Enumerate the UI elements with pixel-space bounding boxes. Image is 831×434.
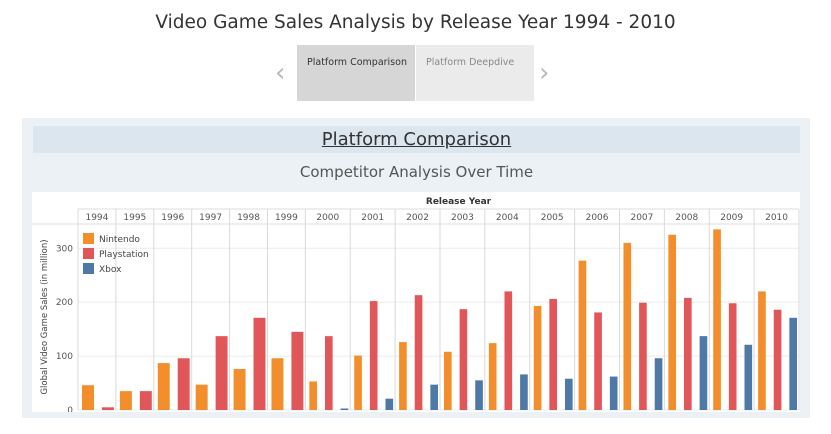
x-tick-label: 2001 [361,213,384,223]
bar-nintendo-2001[interactable] [354,355,362,410]
bar-xbox-2007[interactable] [654,358,663,410]
bar-playstation-2006[interactable] [594,312,602,410]
bar-playstation-2000[interactable] [324,336,333,410]
chevron-left-icon[interactable]: ‹ [275,58,286,88]
bar-nintendo-2003[interactable] [443,351,452,410]
x-tick-label: 2003 [451,213,474,223]
bar-playstation-2009[interactable] [728,303,737,410]
bar-playstation-2007[interactable] [639,302,647,410]
bar-xbox-2008[interactable] [699,336,708,410]
x-tick-label: 2002 [406,213,429,223]
x-tick-label: 1994 [85,213,108,223]
legend-swatch-nintendo [83,233,94,244]
bar-xbox-2003[interactable] [475,380,483,410]
x-tick-label: 1999 [275,213,298,223]
bar-nintendo-1996[interactable] [157,363,170,410]
bar-playstation-2005[interactable] [549,298,558,410]
x-tick-label: 1998 [237,213,260,223]
bar-nintendo-2009[interactable] [713,229,721,410]
x-tick-label: 2010 [765,213,788,223]
bar-nintendo-2000[interactable] [309,381,318,410]
dashboard-title: Video Game Sales Analysis by Release Yea… [155,12,676,33]
x-tick-label: 2006 [586,213,609,223]
bar-playstation-1997[interactable] [215,336,228,410]
bar-playstation-2004[interactable] [504,291,513,410]
x-tick-label: 2000 [316,213,339,223]
y-tick-label: 300 [56,244,73,254]
x-tick-label: 1997 [199,213,222,223]
bar-playstation-2003[interactable] [459,309,468,410]
y-axis-title: Global Video Game Sales (in million) [40,239,50,394]
bar-nintendo-1999[interactable] [271,358,284,410]
legend-swatch-playstation [83,248,94,259]
legend-label-nintendo: Nintendo [99,235,140,245]
bar-playstation-1999[interactable] [291,331,304,410]
bar-xbox-2005[interactable] [564,378,573,410]
bar-xbox-2002[interactable] [430,384,439,410]
tab-platform-deepdive[interactable]: Platform Deepdive [416,45,534,101]
bar-nintendo-1997[interactable] [195,384,208,410]
bar-nintendo-2006[interactable] [578,260,587,410]
tab-platform-comparison[interactable]: Platform Comparison [297,45,415,101]
story-point-title: Platform Comparison [33,126,800,153]
chart-title: Competitor Analysis Over Time [299,163,534,181]
y-tick-label: 200 [56,298,73,308]
story-header [0,0,831,118]
x-tick-label: 2004 [496,213,519,223]
legend-label-playstation: Playstation [99,250,149,260]
bar-playstation-2010[interactable] [773,309,782,410]
bar-playstation-1996[interactable] [177,358,190,410]
bar-playstation-1998[interactable] [253,317,266,410]
bar-nintendo-2008[interactable] [668,234,677,410]
x-axis-title: Release Year [426,197,492,207]
bar-nintendo-2010[interactable] [758,291,766,410]
bar-nintendo-2005[interactable] [533,305,542,410]
x-tick-label: 2009 [720,213,743,223]
bar-playstation-1994[interactable] [101,407,114,410]
legend-label-xbox: Xbox [99,265,122,275]
x-tick-label: 2005 [541,213,564,223]
y-tick-label: 100 [56,352,73,362]
bar-playstation-2008[interactable] [683,297,692,410]
y-tick-label: 0 [67,406,73,412]
bar-nintendo-1995[interactable] [119,391,132,410]
bar-nintendo-2004[interactable] [488,343,497,410]
bar-nintendo-1994[interactable] [81,385,94,410]
x-tick-label: 2008 [675,213,698,223]
x-tick-label: 2007 [630,213,653,223]
bar-nintendo-2002[interactable] [399,342,407,410]
bar-nintendo-1998[interactable] [233,369,246,410]
bar-playstation-2001[interactable] [369,301,378,410]
bar-playstation-2002[interactable] [414,295,423,410]
x-tick-label: 1996 [161,213,184,223]
bar-xbox-2000[interactable] [340,408,349,411]
bar-xbox-2010[interactable] [789,317,798,410]
x-tick-label: 1995 [123,213,146,223]
bar-playstation-1995[interactable] [139,391,152,410]
bar-nintendo-2007[interactable] [623,242,632,410]
bar-xbox-2001[interactable] [385,398,394,410]
chevron-right-icon[interactable]: › [539,58,550,88]
legend-swatch-xbox [83,263,94,274]
bar-xbox-2004[interactable] [520,374,528,410]
bar-xbox-2006[interactable] [609,376,618,410]
bar-xbox-2009[interactable] [744,344,753,410]
